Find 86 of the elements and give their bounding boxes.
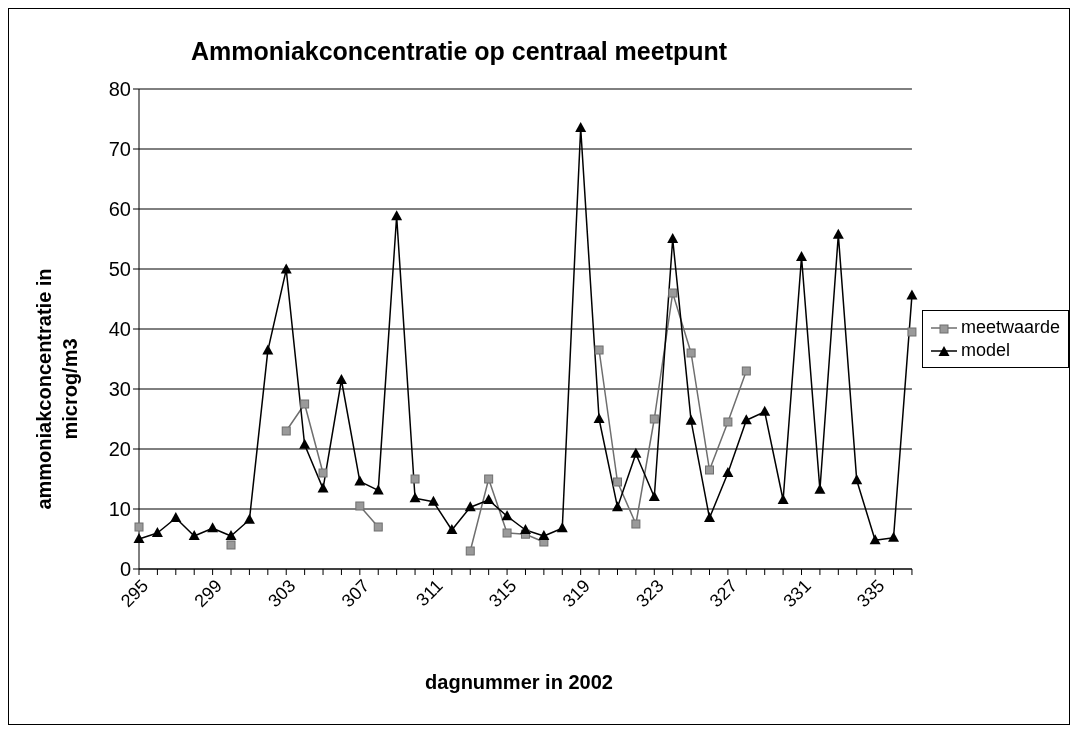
point [705, 465, 714, 475]
point [906, 289, 918, 300]
chart-title: Ammoniakconcentratie op centraal meetpunt [189, 37, 729, 66]
point [685, 414, 697, 425]
point [372, 484, 384, 495]
point [888, 531, 900, 542]
point [465, 546, 475, 556]
point [686, 348, 696, 358]
x-tick-label: 331 [779, 575, 815, 612]
point [262, 344, 274, 355]
point [907, 327, 917, 337]
point [280, 263, 292, 274]
point [832, 228, 844, 239]
y-tick-label: 30 [108, 378, 131, 401]
point [355, 501, 365, 511]
point [226, 540, 236, 550]
point [796, 251, 808, 261]
legend-label: model [960, 340, 1010, 361]
point [151, 527, 163, 537]
point [759, 405, 771, 416]
y-axis-title: ammoniakconcentratie in microg/m3 [32, 267, 82, 512]
point [133, 533, 145, 543]
point [869, 534, 881, 545]
point [575, 122, 587, 132]
x-tick-label: 303 [264, 575, 300, 612]
point [446, 524, 458, 534]
point [741, 366, 751, 376]
point [354, 475, 366, 486]
point [667, 233, 679, 243]
x-tick-label: 327 [705, 575, 742, 612]
point [483, 494, 495, 504]
x-tick-label: 311 [412, 575, 447, 611]
x-tick-label: 319 [558, 575, 594, 612]
point [519, 524, 531, 534]
point [188, 530, 200, 540]
point [777, 494, 789, 504]
point [484, 474, 494, 484]
x-tick-label: 307 [337, 575, 374, 612]
point [851, 474, 863, 485]
point [611, 501, 623, 512]
point [317, 482, 329, 493]
point [538, 530, 550, 540]
point [335, 374, 347, 384]
y-tick-label: 50 [108, 258, 131, 281]
y-tick-label: 20 [108, 438, 131, 461]
point [594, 345, 604, 355]
point [318, 468, 328, 478]
x-tick-label: 315 [484, 575, 521, 612]
point [612, 477, 622, 487]
point [373, 522, 383, 532]
point [409, 492, 421, 503]
point [501, 510, 513, 521]
y-tick-label: 10 [108, 498, 131, 521]
point [630, 447, 642, 458]
x-tick-label: 323 [632, 575, 668, 612]
point [723, 417, 733, 427]
point [502, 528, 512, 538]
point [300, 399, 310, 409]
y-tick-label: 80 [108, 78, 131, 101]
y-tick-label: 70 [108, 138, 131, 161]
legend-label: meetwaarde [960, 317, 1060, 338]
y-tick-label: 60 [108, 198, 131, 221]
point [281, 426, 291, 436]
x-tick-label: 299 [190, 575, 226, 612]
x-tick-label: 335 [853, 575, 889, 612]
point [631, 519, 641, 529]
point [134, 522, 144, 532]
x-axis-title: dagnummer in 2002 [424, 671, 614, 694]
point [225, 530, 237, 540]
point [170, 512, 182, 522]
point [649, 414, 659, 424]
point [704, 512, 715, 522]
point [648, 491, 660, 501]
point [593, 413, 605, 423]
point [668, 288, 678, 298]
point [410, 474, 420, 484]
point [391, 210, 403, 221]
point [556, 522, 568, 533]
point [299, 438, 311, 449]
point [740, 414, 752, 425]
point [207, 522, 219, 533]
point [722, 467, 734, 477]
point [464, 501, 476, 512]
y-tick-label: 40 [108, 318, 131, 341]
point [243, 513, 255, 524]
point [427, 495, 439, 506]
